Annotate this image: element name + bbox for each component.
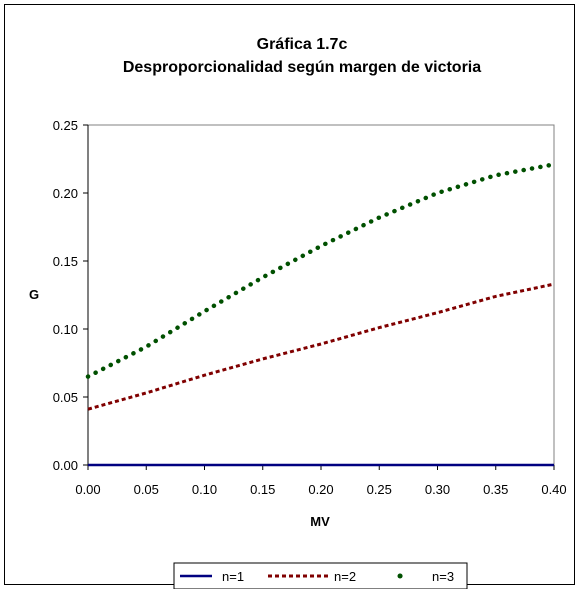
series-line-2 [87, 282, 555, 411]
x-tick-label: 0.10 [192, 482, 217, 497]
x-axis-label: MV [310, 514, 330, 529]
y-tick-label: 0.25 [53, 118, 78, 133]
y-tick-label: 0.05 [53, 390, 78, 405]
x-tick-label: 0.40 [541, 482, 566, 497]
legend-label-2: n=2 [334, 569, 356, 584]
x-tick-label: 0.30 [425, 482, 450, 497]
y-tick-label: 0.10 [53, 322, 78, 337]
y-tick-label: 0.00 [53, 458, 78, 473]
y-axis-label: G [29, 287, 39, 302]
y-tick-label: 0.15 [53, 254, 78, 269]
x-tick-label: 0.15 [250, 482, 275, 497]
chart-subtitle: Desproporcionalidad según margen de vict… [123, 59, 481, 76]
x-tick-label: 0.20 [308, 482, 333, 497]
x-tick-label: 0.05 [134, 482, 159, 497]
chart-title: Gráfica 1.7c [257, 36, 348, 53]
legend-label-1: n=1 [222, 569, 244, 584]
x-tick-label: 0.00 [75, 482, 100, 497]
series-line-3 [85, 162, 557, 379]
plot-area [87, 124, 555, 466]
y-tick-label: 0.20 [53, 186, 78, 201]
legend-label-3: n=3 [432, 569, 454, 584]
x-tick-label: 0.35 [483, 482, 508, 497]
x-tick-label: 0.25 [367, 482, 392, 497]
